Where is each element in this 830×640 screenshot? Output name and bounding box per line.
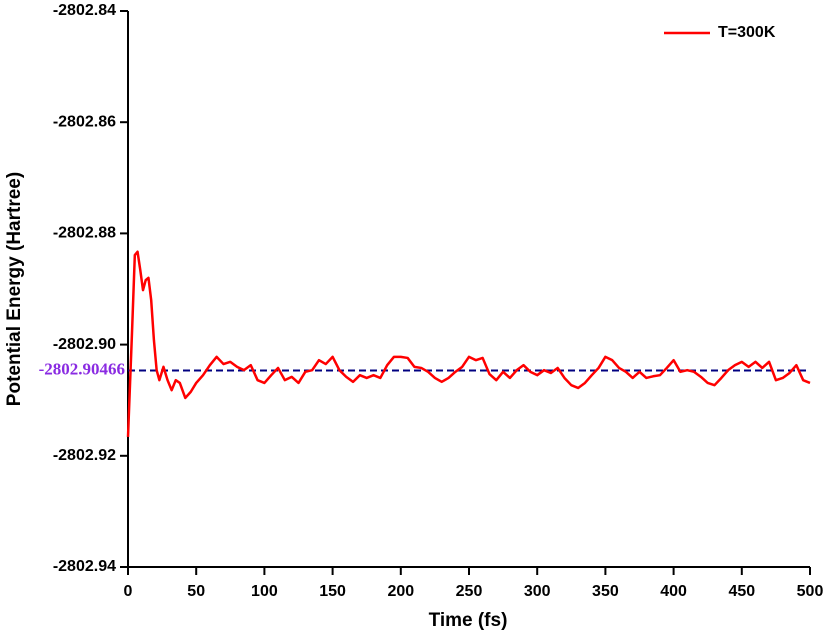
y-tick-label: -2802.86 [53,113,116,130]
data-line [126,250,811,437]
x-tick-label: 500 [797,583,824,600]
y-tick-label: -2802.90 [53,336,116,353]
x-tick-label: 400 [660,583,687,600]
x-tick-label: 250 [456,583,483,600]
x-tick-label: 350 [592,583,619,600]
legend-label: T=300K [718,24,776,41]
y-tick-label: -2802.92 [53,447,116,464]
x-tick-label: 300 [524,583,551,600]
y-tick-label: -2802.84 [53,2,116,19]
reference-label: -2802.90466 [39,359,125,378]
x-tick-label: 100 [251,583,278,600]
x-axis-label: Time (fs) [429,610,508,631]
y-tick-label: -2802.88 [53,225,116,242]
x-tick-label: 150 [319,583,346,600]
y-axis-label: Potential Energy (Hartree) [4,172,25,406]
x-tick-label: 450 [728,583,755,600]
x-tick-label: 50 [187,583,205,600]
x-tick-label: 0 [124,583,133,600]
y-tick-label: -2802.94 [53,558,116,575]
x-tick-label: 200 [387,583,414,600]
